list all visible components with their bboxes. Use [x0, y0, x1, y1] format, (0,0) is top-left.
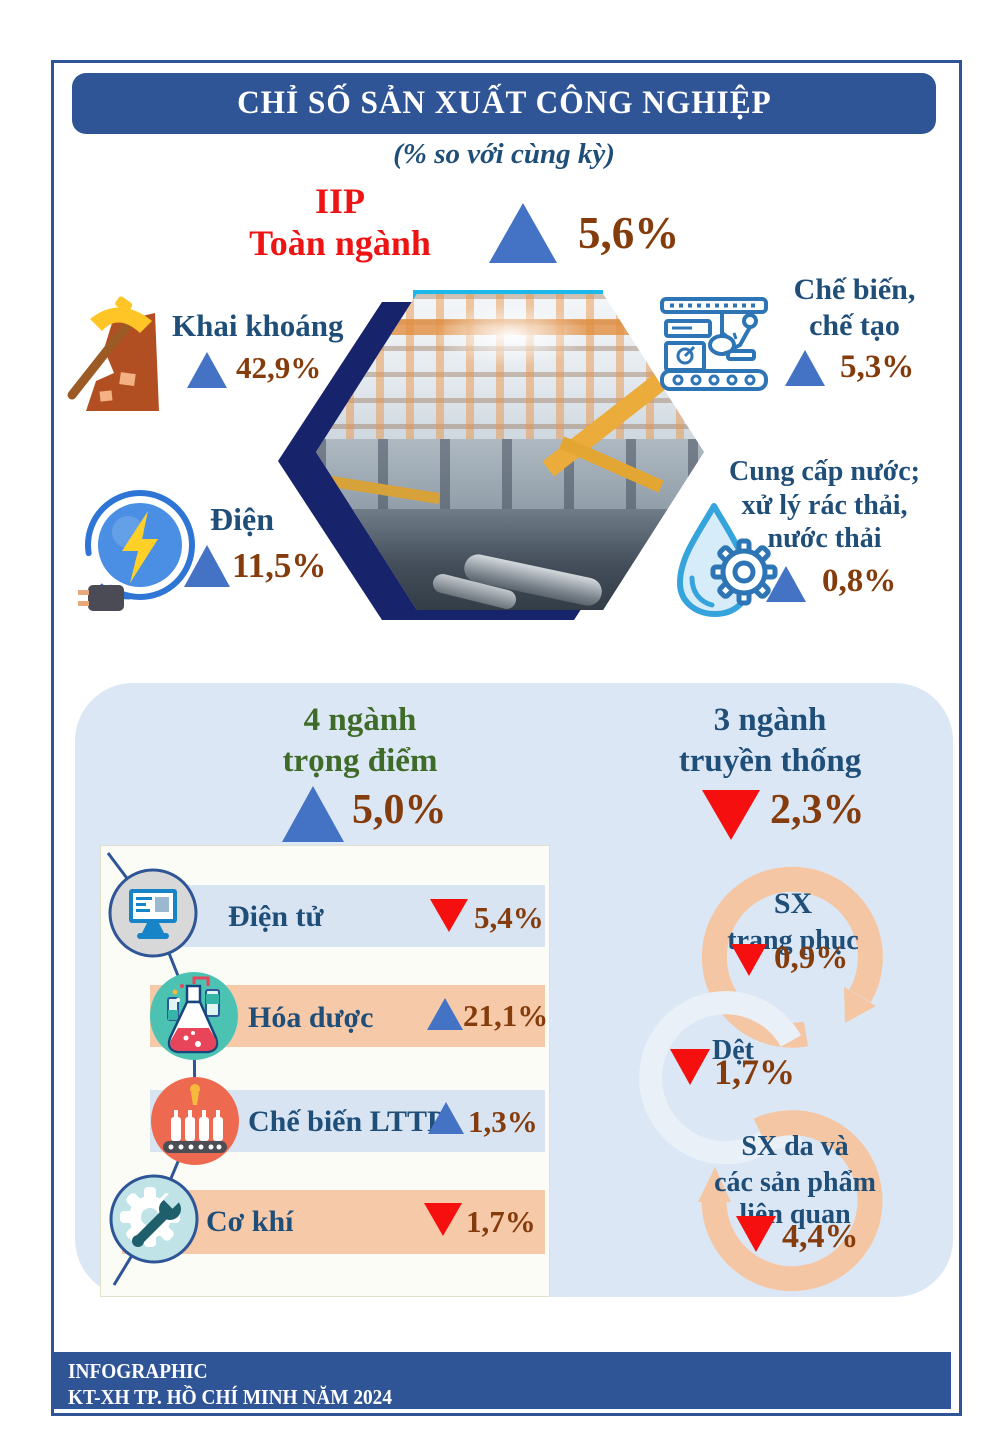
row-pharma-label: Hóa dược — [248, 1001, 374, 1034]
traditional-group-value: 2,3% — [770, 787, 865, 833]
factory-hexagon-figure — [278, 288, 708, 624]
pharma-up-triangle-icon — [427, 998, 463, 1030]
sector-water-value: 0,8% — [822, 563, 897, 599]
row-electronics-label: Điện tử — [228, 900, 324, 933]
sector-mining-value: 42,9% — [236, 350, 322, 385]
mining-up-triangle-icon — [187, 352, 227, 388]
traditional-group-down-triangle-icon — [702, 790, 760, 840]
bottling-line-icon — [151, 1077, 239, 1165]
factory-automation-icon — [660, 297, 768, 391]
water-up-triangle-icon — [766, 566, 806, 602]
food-up-triangle-icon — [428, 1102, 464, 1134]
apparel-down-triangle-icon — [731, 944, 767, 976]
footer-bar: INFOGRAPHIC KT-XH TP. HỒ CHÍ MINH NĂM 20… — [54, 1352, 951, 1409]
sector-electricity-label: Điện — [210, 501, 274, 537]
electricity-plug-icon — [78, 490, 195, 611]
row-electronics-value: 5,4% — [474, 900, 544, 935]
sector-mining-label: Khai khoáng — [172, 308, 344, 343]
key-group-up-triangle-icon — [282, 786, 344, 842]
gear-wrench-icon — [109, 1174, 199, 1264]
sector-manufacturing-label: Chế biến, chế tạo — [793, 273, 916, 342]
page-title: CHỈ SỐ SẢN XUẤT CÔNG NGHIỆP — [236, 85, 772, 121]
leather-label-line2: các sản phẩm — [714, 1167, 876, 1198]
row-mechanical-label: Cơ khí — [206, 1205, 294, 1238]
electricity-up-triangle-icon — [184, 545, 230, 587]
sector-manufacturing-value: 5,3% — [840, 349, 915, 385]
electronics-down-triangle-icon — [430, 899, 468, 932]
footer-line1: INFOGRAPHIC — [68, 1359, 208, 1383]
pickaxe-mining-icon — [67, 296, 159, 411]
leather-value: 4,4% — [782, 1218, 859, 1255]
overall-up-triangle-icon — [489, 203, 557, 263]
footer-line2: KT-XH TP. HỒ CHÍ MINH NĂM 2024 — [68, 1385, 392, 1410]
textile-value: 1,7% — [714, 1052, 795, 1092]
apparel-circular-arrow-icon — [701, 866, 883, 1048]
mechanical-down-triangle-icon — [424, 1203, 462, 1236]
overall-value: 5,6% — [578, 208, 680, 258]
water-treatment-icon — [677, 503, 778, 617]
row-mechanical-value: 1,7% — [466, 1204, 536, 1239]
manufacturing-up-triangle-icon — [785, 350, 825, 386]
apparel-value: 0,9% — [774, 940, 849, 976]
textile-down-triangle-icon — [670, 1049, 710, 1085]
photo-skylight — [432, 303, 588, 367]
apparel-label-line1: SX — [773, 887, 813, 920]
leather-label-line1: SX da và — [741, 1131, 849, 1162]
sector-water-label: Cung cấp nước; xử lý rác thải, nước thải — [729, 456, 920, 555]
sector-electricity-value: 11,5% — [232, 546, 327, 585]
overall-iip-label: IIP Toàn ngành — [249, 181, 431, 264]
header-bar: CHỈ SỐ SẢN XUẤT CÔNG NGHIỆP — [72, 73, 936, 134]
textile-label: Dệt — [712, 1035, 754, 1066]
row-food-label: Chế biến LTTP — [248, 1105, 446, 1138]
computer-monitor-icon — [108, 868, 198, 958]
leather-down-triangle-icon — [736, 1216, 776, 1252]
row-food-value: 1,3% — [468, 1104, 538, 1139]
key-group-value: 5,0% — [352, 787, 447, 833]
key-group-title: 4 ngành trọng điểm — [282, 702, 438, 780]
traditional-group-title: 3 ngành truyền thống — [678, 702, 862, 780]
chemistry-flask-icon — [150, 972, 238, 1060]
page-subtitle: (% so với cùng kỳ) — [393, 138, 615, 170]
leather-circular-arrow-icon — [698, 1110, 883, 1292]
row-pharma-value: 21,1% — [463, 998, 549, 1033]
